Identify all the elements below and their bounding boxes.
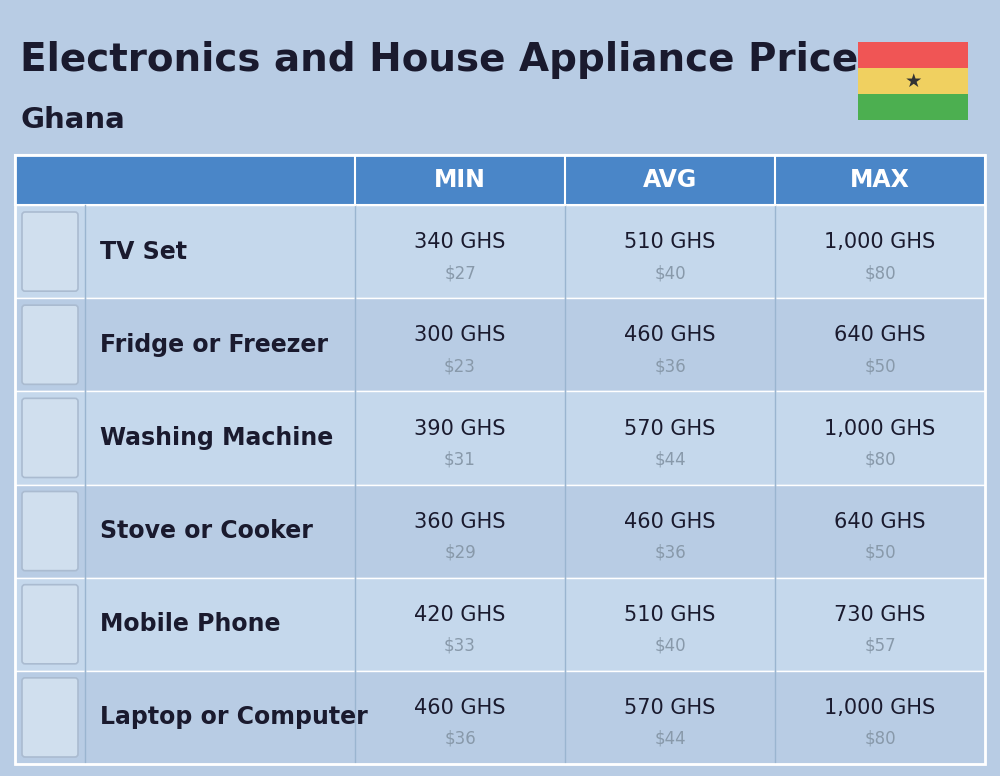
Text: 340 GHS: 340 GHS <box>414 232 506 252</box>
Text: $44: $44 <box>654 730 686 748</box>
Text: MIN: MIN <box>434 168 486 192</box>
Text: Stove or Cooker: Stove or Cooker <box>100 519 313 543</box>
Text: AVG: AVG <box>643 168 697 192</box>
Text: $27: $27 <box>444 264 476 282</box>
Text: 360 GHS: 360 GHS <box>414 511 506 532</box>
Text: 460 GHS: 460 GHS <box>624 511 716 532</box>
Text: 300 GHS: 300 GHS <box>414 325 506 345</box>
Text: 640 GHS: 640 GHS <box>834 511 926 532</box>
Text: Mobile Phone: Mobile Phone <box>100 612 280 636</box>
Bar <box>858 42 968 68</box>
Text: $80: $80 <box>864 730 896 748</box>
Bar <box>15 670 985 764</box>
FancyBboxPatch shape <box>22 491 78 570</box>
Text: 420 GHS: 420 GHS <box>414 605 506 625</box>
Bar <box>15 484 985 577</box>
Text: Ghana: Ghana <box>20 106 125 134</box>
Text: $40: $40 <box>654 264 686 282</box>
Text: $44: $44 <box>654 450 686 469</box>
FancyBboxPatch shape <box>22 584 78 663</box>
Bar <box>15 155 985 764</box>
Text: 730 GHS: 730 GHS <box>834 605 926 625</box>
Text: $57: $57 <box>864 636 896 655</box>
Text: 460 GHS: 460 GHS <box>414 698 506 718</box>
Text: 570 GHS: 570 GHS <box>624 698 716 718</box>
Text: 390 GHS: 390 GHS <box>414 418 506 438</box>
Text: 460 GHS: 460 GHS <box>624 325 716 345</box>
Text: $33: $33 <box>444 636 476 655</box>
Text: MAX: MAX <box>850 168 910 192</box>
Text: 1,000 GHS: 1,000 GHS <box>824 418 936 438</box>
Bar <box>15 298 985 391</box>
Text: 570 GHS: 570 GHS <box>624 418 716 438</box>
Text: TV Set: TV Set <box>100 240 187 264</box>
Text: $40: $40 <box>654 636 686 655</box>
Bar <box>858 94 968 120</box>
Text: ★: ★ <box>904 71 922 91</box>
Text: Fridge or Freezer: Fridge or Freezer <box>100 333 328 357</box>
Text: 510 GHS: 510 GHS <box>624 605 716 625</box>
Text: $36: $36 <box>444 730 476 748</box>
Text: $29: $29 <box>444 543 476 562</box>
Text: 510 GHS: 510 GHS <box>624 232 716 252</box>
FancyBboxPatch shape <box>22 398 78 477</box>
FancyBboxPatch shape <box>22 305 78 384</box>
Text: Washing Machine: Washing Machine <box>100 426 333 450</box>
Bar <box>15 155 985 205</box>
Text: $80: $80 <box>864 450 896 469</box>
Text: 1,000 GHS: 1,000 GHS <box>824 698 936 718</box>
Text: 1,000 GHS: 1,000 GHS <box>824 232 936 252</box>
Text: 640 GHS: 640 GHS <box>834 325 926 345</box>
Text: Electronics and House Appliance Prices: Electronics and House Appliance Prices <box>20 41 881 79</box>
Text: Laptop or Computer: Laptop or Computer <box>100 705 368 729</box>
Text: $50: $50 <box>864 543 896 562</box>
Bar <box>858 68 968 94</box>
Bar <box>15 205 985 298</box>
Text: $31: $31 <box>444 450 476 469</box>
Text: $36: $36 <box>654 357 686 375</box>
Text: $50: $50 <box>864 357 896 375</box>
FancyBboxPatch shape <box>22 212 78 291</box>
FancyBboxPatch shape <box>22 677 78 757</box>
Text: $36: $36 <box>654 543 686 562</box>
Text: $23: $23 <box>444 357 476 375</box>
Bar <box>15 391 985 484</box>
Text: $80: $80 <box>864 264 896 282</box>
Bar <box>15 577 985 670</box>
